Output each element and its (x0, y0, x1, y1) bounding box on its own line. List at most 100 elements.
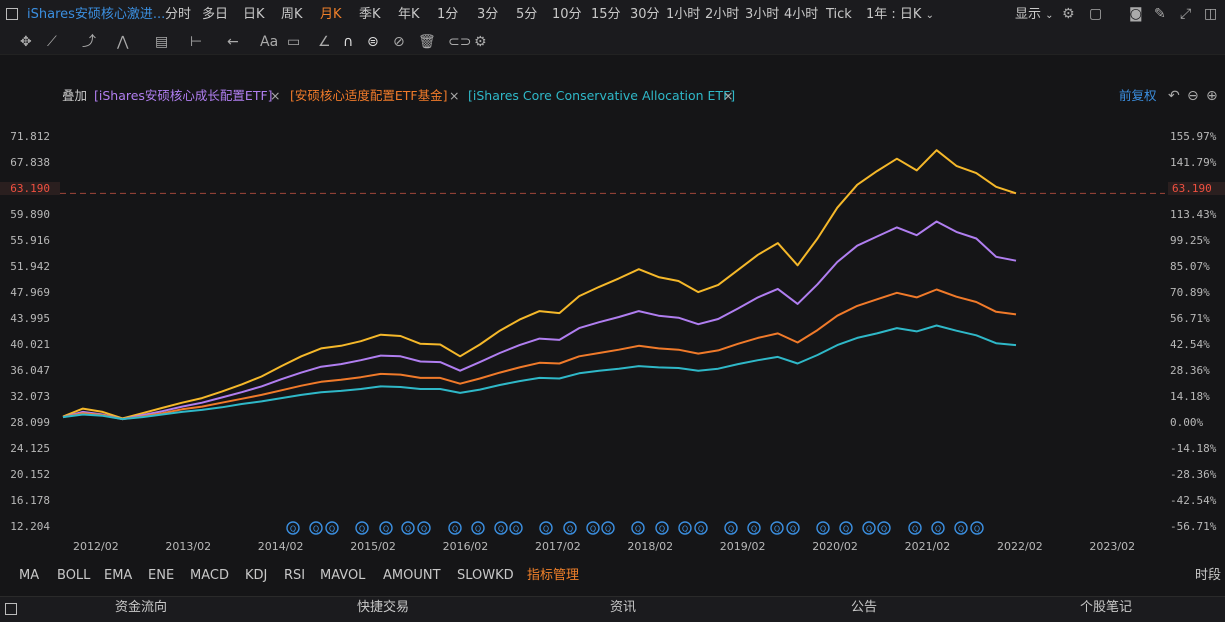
event-marker[interactable] (601, 521, 615, 535)
fullscreen-icon[interactable]: ⤢ (1180, 6, 1192, 22)
overlay-remove-button[interactable]: × (270, 88, 281, 103)
timeframe-12[interactable]: 30分 (630, 7, 660, 22)
event-marker[interactable] (379, 521, 393, 535)
magnet-icon[interactable]: ∩ (343, 34, 354, 50)
arrow-tool-icon[interactable]: ← (227, 34, 239, 50)
ray-tool-icon[interactable]: ⤴ (82, 34, 96, 50)
timeframe-6[interactable]: 年K (398, 7, 420, 22)
lock-icon[interactable]: ⊜ (367, 34, 379, 50)
adjust-button[interactable]: 前复权 (1119, 88, 1157, 103)
event-marker[interactable] (471, 521, 485, 535)
timeframe-0[interactable]: 分时 (165, 7, 192, 22)
overlay-item-0[interactable]: [iShares安硕核心成长配置ETF] (94, 88, 273, 103)
event-marker[interactable] (494, 521, 508, 535)
zoom-out-icon[interactable]: ⊖ (1187, 88, 1199, 104)
indicator-8[interactable]: AMOUNT (383, 568, 441, 583)
link-icon[interactable]: ⊂⊃ (448, 34, 472, 50)
overlay-item-2[interactable]: [iShares Core Conservative Allocation ET… (468, 88, 736, 103)
indicator-1[interactable]: BOLL (57, 568, 91, 583)
toolbar-settings-icon[interactable]: ⚙ (474, 34, 487, 50)
settings-icon[interactable]: ⚙ (1062, 6, 1075, 22)
stock-title[interactable]: iShares安硕核心激进... (27, 7, 166, 22)
event-marker[interactable] (786, 521, 800, 535)
timeframe-4[interactable]: 月K (320, 7, 342, 22)
timeframe-13[interactable]: 1小时 (666, 7, 701, 22)
window-icon-2[interactable]: ◫ (1204, 6, 1218, 22)
event-marker[interactable] (309, 521, 323, 535)
overlay-remove-button[interactable]: × (449, 88, 460, 103)
event-marker[interactable] (401, 521, 415, 535)
timeframe-14[interactable]: 2小时 (705, 7, 740, 22)
overlay-item-1[interactable]: [安硕核心适度配置ETF基金] (290, 88, 448, 103)
indicator-9[interactable]: SLOWKD (457, 568, 514, 583)
wave-tool-icon[interactable]: ⋀ (117, 34, 129, 50)
move-icon[interactable]: ✥ (20, 34, 32, 50)
event-marker[interactable] (839, 521, 853, 535)
event-marker[interactable] (355, 521, 369, 535)
indicator-0[interactable]: MA (19, 568, 40, 583)
timeframe-5[interactable]: 季K (359, 7, 381, 22)
indicator-5[interactable]: KDJ (245, 568, 268, 583)
hide-icon[interactable]: ⊘ (393, 34, 405, 50)
timeframe-11[interactable]: 15分 (591, 7, 621, 22)
camera-icon[interactable]: ◙ (1129, 6, 1143, 22)
event-marker[interactable] (655, 521, 669, 535)
event-marker[interactable] (509, 521, 523, 535)
pencil-icon[interactable]: ✎ (1154, 6, 1166, 22)
event-marker[interactable] (286, 521, 300, 535)
undo-icon[interactable]: ↶ (1168, 88, 1180, 104)
status-item-3[interactable]: 公告 (851, 600, 878, 615)
indicator-3[interactable]: ENE (148, 568, 175, 583)
timeframe-1[interactable]: 多日 (202, 7, 229, 22)
event-marker[interactable] (678, 521, 692, 535)
event-marker[interactable] (694, 521, 708, 535)
event-marker[interactable] (325, 521, 339, 535)
event-marker[interactable] (724, 521, 738, 535)
event-marker[interactable] (539, 521, 553, 535)
trash-icon[interactable]: 🗑 (418, 34, 436, 50)
indicator-6[interactable]: RSI (284, 568, 306, 583)
indicator-10[interactable]: 指标管理 (527, 568, 580, 583)
measure-tool-icon[interactable]: ⊢ (190, 34, 203, 50)
layout-icon[interactable]: ▢ (1089, 6, 1103, 22)
event-marker[interactable] (448, 521, 462, 535)
fib-tool-icon[interactable]: ▤ (155, 34, 169, 50)
event-marker[interactable] (586, 521, 600, 535)
indicator-4[interactable]: MACD (190, 568, 229, 583)
timeframe-2[interactable]: 日K (243, 7, 265, 22)
time-period-button[interactable]: 时段 (1195, 568, 1222, 583)
event-marker[interactable] (563, 521, 577, 535)
event-marker[interactable] (862, 521, 876, 535)
text-tool-icon[interactable]: Aa (260, 34, 279, 50)
overlay-remove-button[interactable]: × (723, 88, 734, 103)
timeframe-17[interactable]: Tick (826, 7, 852, 22)
indicator-7[interactable]: MAVOL (320, 568, 366, 583)
timeframe-3[interactable]: 周K (281, 7, 303, 22)
event-marker[interactable] (877, 521, 891, 535)
window-icon[interactable] (6, 8, 18, 20)
status-item-2[interactable]: 资讯 (610, 600, 637, 615)
angle-tool-icon[interactable]: ∠ (318, 34, 331, 50)
event-marker[interactable] (417, 521, 431, 535)
event-marker[interactable] (747, 521, 761, 535)
timeframe-8[interactable]: 3分 (477, 7, 499, 22)
panel-icon[interactable] (5, 603, 17, 615)
timeframe-15[interactable]: 3小时 (745, 7, 780, 22)
timeframe-9[interactable]: 5分 (516, 7, 538, 22)
status-item-0[interactable]: 资金流向 (115, 600, 168, 615)
event-marker[interactable] (954, 521, 968, 535)
zoom-in-icon[interactable]: ⊕ (1206, 88, 1218, 104)
event-marker[interactable] (770, 521, 784, 535)
timeframe-16[interactable]: 4小时 (784, 7, 819, 22)
status-item-1[interactable]: 快捷交易 (357, 600, 410, 615)
timeframe-7[interactable]: 1分 (437, 7, 459, 22)
event-marker[interactable] (908, 521, 922, 535)
timeframe-10[interactable]: 10分 (552, 7, 582, 22)
status-item-4[interactable]: 个股笔记 (1080, 600, 1133, 615)
event-marker[interactable] (631, 521, 645, 535)
comment-tool-icon[interactable]: ▭ (287, 34, 301, 50)
display-menu[interactable]: 显示 ⌄ (1015, 0, 1054, 30)
event-marker[interactable] (816, 521, 830, 535)
indicator-2[interactable]: EMA (104, 568, 133, 583)
